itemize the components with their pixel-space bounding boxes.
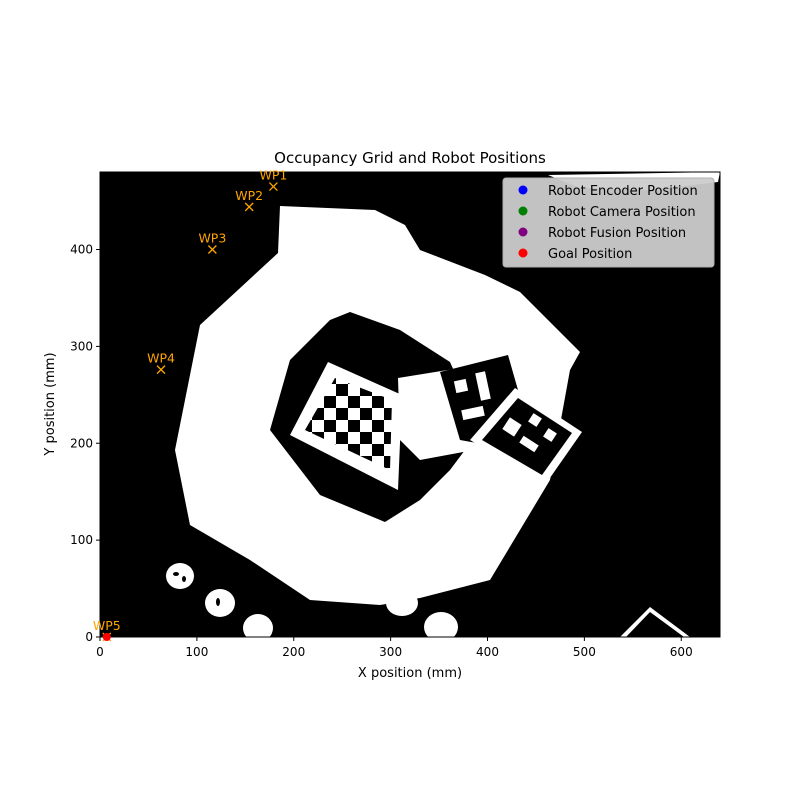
legend-label: Robot Camera Position	[548, 205, 696, 220]
x-tick-label-0: 0	[96, 645, 104, 659]
waypoint-marker	[156, 365, 166, 375]
x-tick-label-600: 600	[670, 645, 693, 659]
waypoint-markers: WP1 WP2 WP3 WP4 WP5	[93, 168, 287, 642]
waypoint-wp3: WP3	[198, 231, 226, 254]
y-axis: 0 100 200 300 400	[70, 243, 100, 644]
legend-label: Goal Position	[548, 247, 632, 262]
waypoint-wp2: WP2	[235, 188, 263, 212]
legend-entry-3: Goal Position	[518, 247, 632, 262]
chart-title: Occupancy Grid and Robot Positions	[274, 149, 546, 167]
waypoint-wp1: WP1	[259, 168, 287, 191]
y-tick-label-200: 200	[70, 436, 93, 450]
legend-entry-1: Robot Camera Position	[518, 205, 696, 220]
legend-marker	[518, 185, 528, 195]
x-tick-label-100: 100	[185, 645, 208, 659]
x-axis-label: X position (mm)	[358, 666, 462, 681]
waypoint-marker	[268, 182, 278, 191]
x-tick-label-200: 200	[282, 645, 305, 659]
y-tick-label-300: 300	[70, 339, 93, 353]
waypoint-label: WP4	[147, 351, 175, 366]
y-tick-label-400: 400	[70, 243, 93, 257]
x-tick-label-300: 300	[379, 645, 402, 659]
legend-label: Robot Encoder Position	[548, 184, 698, 199]
x-tick-label-500: 500	[573, 645, 596, 659]
legend-label: Robot Fusion Position	[548, 226, 686, 241]
x-axis: 0 100 200 300 400 500 600	[96, 637, 693, 659]
goal-marker-group	[102, 633, 111, 641]
waypoint-marker	[244, 202, 254, 212]
legend-entry-0: Robot Encoder Position	[518, 184, 698, 199]
goal-marker	[102, 633, 111, 641]
legend-marker	[518, 206, 528, 216]
legend-marker	[518, 248, 528, 258]
waypoint-wp4: WP4	[147, 351, 175, 375]
plot-frame	[99, 171, 721, 638]
legend-marker	[518, 227, 528, 237]
legend-entry-2: Robot Fusion Position	[518, 226, 686, 241]
y-tick-label-100: 100	[70, 533, 93, 547]
y-tick-label-0: 0	[85, 630, 93, 644]
waypoint-label: WP2	[235, 188, 263, 203]
waypoint-label: WP1	[259, 168, 287, 183]
legend: Robot Encoder Position Robot Camera Posit…	[502, 177, 715, 268]
waypoint-label: WP3	[198, 231, 226, 246]
waypoint-marker	[207, 245, 217, 254]
y-axis-label: Y position (mm)	[43, 352, 58, 456]
x-tick-label-400: 400	[476, 645, 499, 659]
waypoint-label: WP5	[93, 618, 121, 633]
